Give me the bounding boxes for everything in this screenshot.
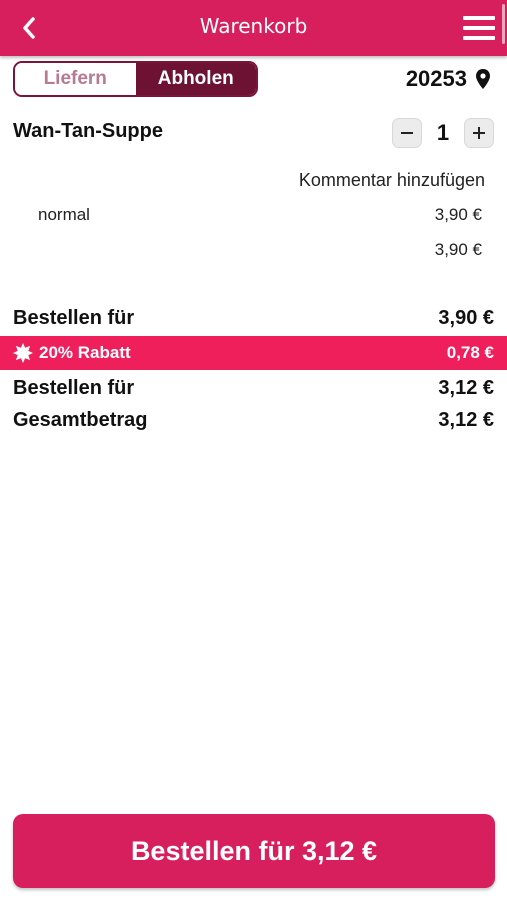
zip-code: 20253	[405, 66, 467, 91]
page-title: Warenkorb	[199, 14, 308, 38]
toggle-option-abholen[interactable]: Abholen	[135, 63, 256, 95]
order-for-after-value: 3,12 €	[438, 376, 494, 399]
order-for-after-discount-row: Bestellen für 3,12 €	[0, 371, 507, 405]
discount-label: 20% Rabatt	[39, 343, 131, 362]
discount-value: 0,78 €	[446, 343, 494, 362]
scrollbar[interactable]	[502, 4, 505, 44]
toggle-option-liefern[interactable]: Liefern	[15, 63, 136, 95]
item-variant-name: normal	[38, 205, 90, 224]
location-pin-icon	[476, 69, 490, 89]
item-variant-price: 3,90 €	[434, 205, 482, 224]
app-header: Warenkorb	[0, 0, 507, 56]
plus-icon	[473, 127, 485, 139]
order-for-after-label: Bestellen für	[13, 376, 135, 399]
order-for-row: Bestellen für 3,90 €	[0, 301, 507, 335]
decrease-quantity-button[interactable]	[392, 118, 422, 148]
cart-item-name: Wan-Tan-Suppe	[13, 120, 163, 142]
order-for-value: 3,90 €	[438, 306, 494, 329]
discount-row: 20% Rabatt 0,78 €	[0, 336, 507, 370]
place-order-button[interactable]: Bestellen für 3,12 €	[13, 814, 495, 888]
total-value: 3,12 €	[438, 408, 494, 431]
hamburger-menu-icon[interactable]	[461, 13, 497, 43]
back-button[interactable]	[14, 13, 44, 43]
item-subtotal: 3,90 €	[434, 240, 482, 259]
increase-quantity-button[interactable]	[464, 118, 494, 148]
order-for-label: Bestellen für	[13, 306, 135, 329]
badge-star-icon	[13, 343, 33, 363]
delivery-mode-toggle: Liefern Abholen	[13, 61, 258, 97]
total-label: Gesamtbetrag	[13, 408, 148, 431]
chevron-left-icon	[23, 17, 35, 39]
location-selector[interactable]: 20253	[406, 66, 491, 92]
total-row: Gesamtbetrag 3,12 €	[0, 403, 507, 437]
minus-icon	[401, 132, 413, 134]
quantity-value: 1	[436, 120, 450, 145]
quantity-stepper: 1	[392, 118, 494, 148]
add-comment-link[interactable]: Kommentar hinzufügen	[298, 170, 485, 190]
